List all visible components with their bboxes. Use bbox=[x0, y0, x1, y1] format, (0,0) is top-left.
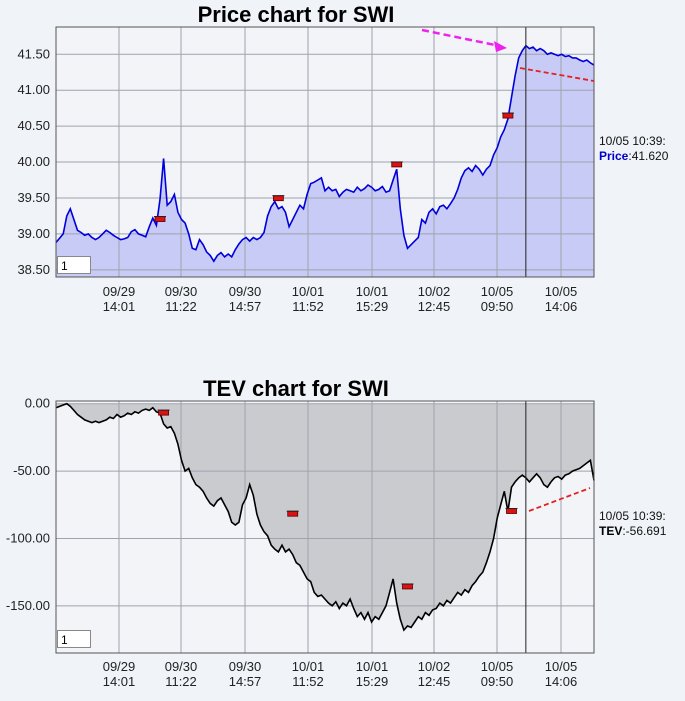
event-marker bbox=[158, 409, 170, 416]
x-tick-label-time: 11:52 bbox=[292, 299, 324, 314]
x-tick-label-time: 14:01 bbox=[103, 299, 136, 314]
x-tick-label-date: 09/29 bbox=[103, 284, 136, 299]
x-tick-label-date: 10/01 bbox=[356, 284, 389, 299]
x-tick-label-time: 15:29 bbox=[356, 299, 389, 314]
event-marker bbox=[287, 510, 299, 517]
x-tick-label-date: 09/30 bbox=[229, 659, 262, 674]
tev-chart: 09/2914:0109/3011:2209/3014:5710/0111:52… bbox=[6, 376, 667, 689]
x-tick-label-time: 12:45 bbox=[418, 674, 451, 689]
red-trend-line bbox=[528, 487, 591, 512]
x-tick-label-time: 14:06 bbox=[545, 299, 578, 314]
x-tick-label-date: 10/02 bbox=[418, 284, 451, 299]
x-tick-label-date: 09/30 bbox=[165, 284, 198, 299]
x-tick-label-date: 10/01 bbox=[292, 284, 325, 299]
x-tick-label-time: 11:22 bbox=[165, 674, 197, 689]
y-tick-label: 39.50 bbox=[17, 190, 50, 205]
y-tick-label: 39.00 bbox=[17, 226, 50, 241]
series-area-fill bbox=[56, 403, 594, 631]
event-marker bbox=[272, 195, 284, 202]
x-tick-label-time: 09:50 bbox=[481, 299, 514, 314]
x-tick-label-time: 15:29 bbox=[356, 674, 389, 689]
chart-title: TEV chart for SWI bbox=[203, 376, 389, 401]
x-tick-label-date: 10/01 bbox=[292, 659, 325, 674]
y-tick-label: 40.50 bbox=[17, 118, 50, 133]
x-tick-label-time: 11:22 bbox=[165, 299, 197, 314]
chart-title: Price chart for SWI bbox=[198, 2, 395, 27]
plot-frame bbox=[55, 26, 595, 278]
x-tick-label-date: 09/30 bbox=[229, 284, 262, 299]
x-tick-label-date: 09/30 bbox=[165, 659, 198, 674]
series-line bbox=[55, 402, 595, 632]
y-tick-label: 41.50 bbox=[17, 46, 50, 61]
pink-arrow-line bbox=[421, 28, 501, 48]
plot-frame bbox=[55, 400, 595, 654]
y-tick-label: -100.00 bbox=[6, 530, 50, 545]
pink-arrow-head bbox=[494, 41, 507, 52]
series-area-fill bbox=[56, 45, 594, 278]
readout-time: 10/05 10:39: bbox=[599, 509, 666, 523]
x-tick-label-time: 09:50 bbox=[481, 674, 514, 689]
readout-value: Price:41.620 bbox=[599, 149, 669, 163]
x-tick-label-time: 14:01 bbox=[103, 674, 136, 689]
y-tick-label: -50.00 bbox=[13, 463, 50, 478]
event-marker bbox=[502, 112, 514, 119]
x-tick-label-date: 09/29 bbox=[103, 659, 136, 674]
readout-value: TEV:-56.691 bbox=[599, 524, 667, 538]
x-tick-label-date: 10/02 bbox=[418, 659, 451, 674]
x-tick-label-date: 10/01 bbox=[356, 659, 389, 674]
x-tick-label-date: 10/05 bbox=[481, 659, 514, 674]
y-tick-label: 41.00 bbox=[17, 82, 50, 97]
y-tick-label: -150.00 bbox=[6, 598, 50, 613]
tev-chart-scale-input[interactable]: 1 bbox=[57, 630, 91, 648]
x-tick-label-time: 14:57 bbox=[229, 674, 262, 689]
price-chart: 09/2914:0109/3011:2209/3014:5710/0111:52… bbox=[17, 2, 668, 314]
event-marker bbox=[402, 583, 413, 590]
event-marker bbox=[154, 216, 166, 222]
x-tick-label-time: 14:57 bbox=[229, 299, 262, 314]
event-marker bbox=[506, 508, 517, 514]
y-tick-label: 38.50 bbox=[17, 262, 50, 277]
readout-time: 10/05 10:39: bbox=[599, 134, 666, 148]
series-line bbox=[55, 44, 595, 263]
y-tick-label: 40.00 bbox=[17, 154, 50, 169]
event-marker bbox=[391, 161, 403, 168]
red-trend-line bbox=[519, 67, 595, 82]
price-chart-scale-input[interactable]: 1 bbox=[57, 256, 91, 274]
x-tick-label-date: 10/05 bbox=[545, 659, 578, 674]
x-tick-label-date: 10/05 bbox=[481, 284, 514, 299]
x-tick-label-time: 14:06 bbox=[545, 674, 578, 689]
x-tick-label-time: 11:52 bbox=[292, 674, 324, 689]
x-tick-label-date: 10/05 bbox=[545, 284, 578, 299]
x-tick-label-time: 12:45 bbox=[418, 299, 451, 314]
y-tick-label: 0.00 bbox=[25, 396, 50, 411]
